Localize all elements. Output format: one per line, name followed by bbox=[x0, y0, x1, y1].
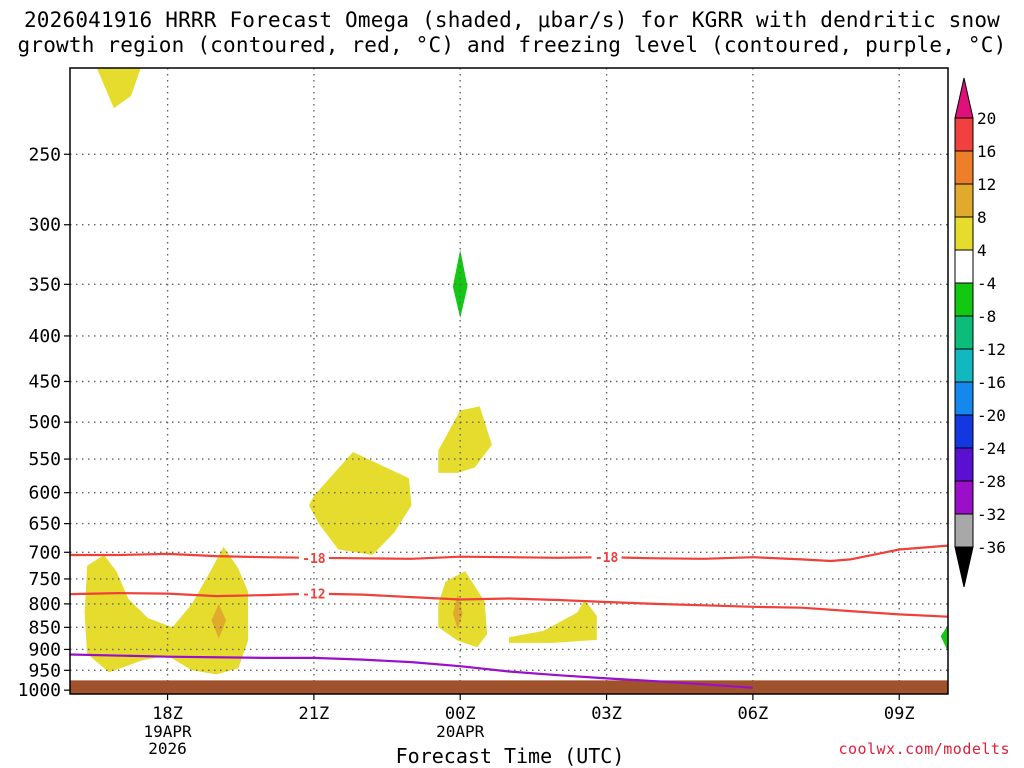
x-tick-label: 21Z bbox=[299, 704, 330, 724]
y-tick-label: 450 bbox=[28, 371, 61, 392]
grid-layer bbox=[70, 68, 948, 694]
colorbar-bin-4-8 bbox=[954, 216, 974, 251]
colorbar-bin--24--20 bbox=[954, 414, 974, 449]
y-tick-label: 750 bbox=[28, 569, 61, 590]
dgz-contour-label: -18 bbox=[302, 552, 326, 567]
omega-region-2 bbox=[211, 603, 227, 639]
dgz-contour--18 bbox=[70, 544, 948, 563]
dgz-contour-label-bg bbox=[591, 549, 622, 566]
y-tick-label: 300 bbox=[28, 215, 61, 236]
y-tick-label: 950 bbox=[28, 660, 61, 681]
colorbar-bin-8-12 bbox=[954, 183, 974, 218]
colorbar-bin-12-16 bbox=[954, 150, 974, 185]
contour-layer: -18 -18 -12 bbox=[70, 544, 948, 689]
freezing-level-line bbox=[70, 653, 753, 689]
y-tick-label: 700 bbox=[28, 542, 61, 563]
colorbar: 20 16 12 8 4 -4 -8 -12 -16 -20 -24 -28 -32 -36 bbox=[954, 77, 1006, 588]
credit-text: coolwx.com/modelts bbox=[838, 740, 1010, 758]
colorbar-label: -16 bbox=[977, 373, 1006, 392]
omega-region-9 bbox=[940, 625, 948, 652]
colorbar-bin--12--8 bbox=[954, 315, 974, 350]
chart-title-line-2: growth region (contoured, red, °C) and f… bbox=[17, 33, 1007, 57]
x-tick-label: 00Z bbox=[445, 704, 476, 724]
omega-region-7 bbox=[509, 600, 597, 643]
colorbar-label: -28 bbox=[977, 472, 1006, 491]
dgz-contour-label-bg bbox=[298, 549, 329, 566]
colorbar-label: 16 bbox=[977, 142, 996, 161]
omega-region-3 bbox=[309, 452, 412, 555]
dgz-contour-label-bg bbox=[298, 585, 329, 602]
colorbar-label: -32 bbox=[977, 505, 1006, 524]
colorbar-over-arrow bbox=[954, 77, 974, 119]
colorbar-bin-16-20 bbox=[954, 117, 974, 152]
colorbar-bin--4-4 bbox=[954, 249, 974, 284]
y-axis: 2503003504004505005506006507007508008509… bbox=[18, 144, 70, 701]
colorbar-label: -12 bbox=[977, 340, 1006, 359]
x-axis-title: Forecast Time (UTC) bbox=[395, 744, 625, 768]
colorbar-label: 20 bbox=[977, 109, 996, 128]
y-tick-label: 500 bbox=[28, 412, 61, 433]
y-tick-label: 800 bbox=[28, 594, 61, 615]
x-tick-label: 03Z bbox=[591, 704, 622, 724]
colorbar-bin--20--16 bbox=[954, 381, 974, 416]
colorbar-label: -24 bbox=[977, 439, 1006, 458]
colorbar-under-arrow bbox=[954, 546, 974, 588]
dgz-contour--12 bbox=[70, 591, 948, 618]
y-tick-label: 550 bbox=[28, 449, 61, 470]
y-tick-label: 650 bbox=[28, 514, 61, 535]
y-tick-label: 900 bbox=[28, 639, 61, 660]
colorbar-bin--16--12 bbox=[954, 348, 974, 383]
colorbar-label: 12 bbox=[977, 175, 996, 194]
colorbar-label: 4 bbox=[977, 241, 987, 260]
colorbar-bin--36--32 bbox=[954, 513, 974, 548]
y-tick-label: 1000 bbox=[18, 680, 61, 701]
colorbar-label: 8 bbox=[977, 208, 987, 227]
y-tick-label: 600 bbox=[28, 483, 61, 504]
y-tick-label: 250 bbox=[28, 144, 61, 165]
colorbar-label: -4 bbox=[977, 274, 996, 293]
omega-region-4 bbox=[438, 571, 488, 648]
omega-region-0 bbox=[96, 68, 141, 109]
x-tick-label: 06Z bbox=[738, 704, 769, 724]
ground-surface bbox=[70, 680, 948, 694]
colorbar-bin--8--4 bbox=[954, 282, 974, 317]
chart-title-line-1: 2026041916 HRRR Forecast Omega (shaded, … bbox=[23, 8, 1001, 32]
omega-region-1 bbox=[84, 546, 248, 675]
colorbar-label: -36 bbox=[977, 538, 1006, 557]
dgz-contour-label: -12 bbox=[302, 588, 325, 603]
colorbar-label: -20 bbox=[977, 406, 1006, 425]
omega-shading-layer bbox=[84, 68, 948, 675]
colorbar-bin--32--28 bbox=[954, 480, 974, 515]
omega-region-6 bbox=[438, 406, 492, 473]
y-tick-label: 850 bbox=[28, 617, 61, 638]
x-tick-sublabel: 20APR bbox=[436, 722, 485, 741]
x-tick-label: 09Z bbox=[884, 704, 915, 724]
x-tick-label: 18Z bbox=[152, 704, 183, 724]
dgz-contour-label: -18 bbox=[595, 551, 619, 566]
x-tick-sublabel: 2026 bbox=[148, 739, 187, 758]
y-tick-label: 400 bbox=[28, 326, 61, 347]
y-tick-label: 350 bbox=[28, 274, 61, 295]
colorbar-label: -8 bbox=[977, 307, 996, 326]
x-tick-sublabel: 19APR bbox=[143, 722, 192, 741]
colorbar-bin--28--24 bbox=[954, 447, 974, 482]
